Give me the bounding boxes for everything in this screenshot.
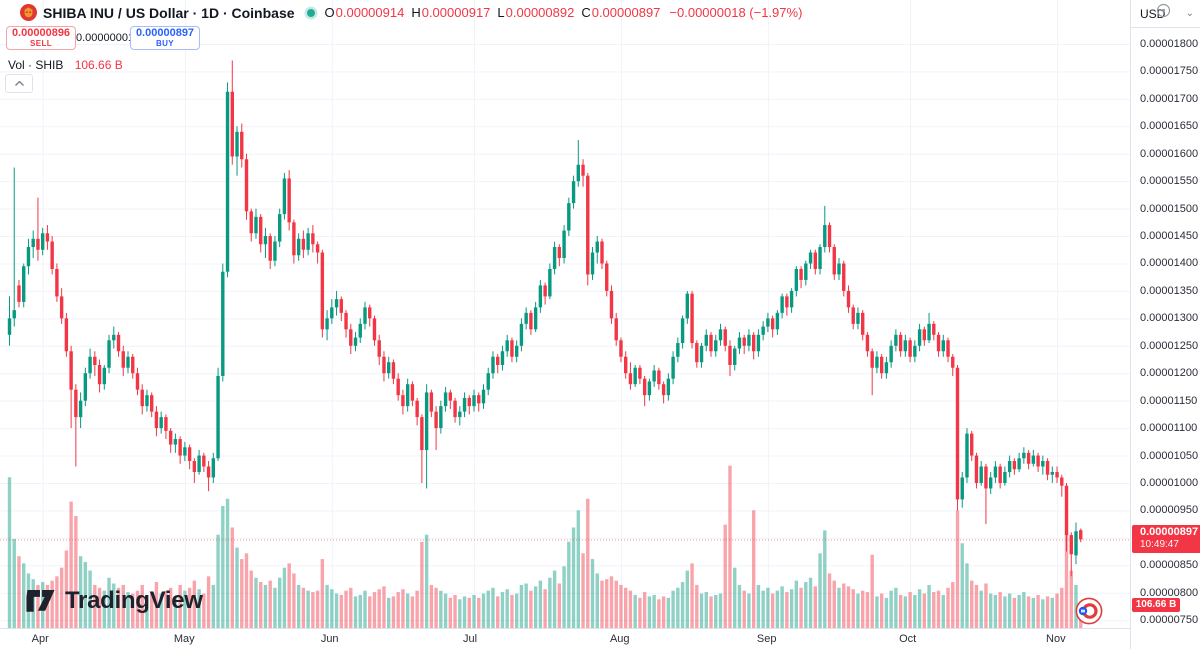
- price-tick: 0.00000950: [1140, 504, 1199, 517]
- change-value: −0.00000018 (−1.97%): [669, 5, 803, 20]
- high-value: 0.00000917: [421, 5, 491, 20]
- legend-collapse-button[interactable]: [5, 74, 33, 93]
- tradingview-logo-icon: [26, 589, 55, 612]
- ohlc-values: O 0.00000914 H 0.00000917 L 0.00000892 C 0.0…: [325, 5, 803, 20]
- open-label: O: [324, 5, 335, 20]
- spread-value: 0.00000001: [76, 32, 135, 44]
- price-tick: 0.00001100: [1140, 422, 1198, 435]
- currency-label: USD: [1140, 6, 1166, 21]
- price-tick: 0.00001350: [1140, 284, 1199, 297]
- open-value: 0.00000914: [335, 5, 405, 20]
- volume-legend[interactable]: Vol · SHIB 106.66 B: [8, 58, 123, 72]
- month-label: Apr: [31, 633, 49, 645]
- month-label: Oct: [899, 633, 917, 645]
- month-label: Nov: [1046, 633, 1066, 645]
- price-tick: 0.00001050: [1140, 449, 1199, 462]
- market-status-dot[interactable]: [306, 8, 315, 17]
- close-value: 0.00000897: [591, 5, 661, 20]
- month-label: May: [173, 633, 195, 645]
- price-tick: 0.00001750: [1140, 65, 1199, 78]
- price-axis[interactable]: USD ⌄ 0.00001800 0.00001750 0.00001700 0.00…: [1130, 0, 1200, 649]
- price-tick: 0.00001450: [1140, 230, 1199, 243]
- target-icon: [1156, 3, 1171, 18]
- buy-label: BUY: [155, 38, 175, 48]
- volume-badge: 106.66 B: [1132, 597, 1180, 612]
- volume-legend-value: 106.66 B: [74, 58, 123, 72]
- last-price-value: 0.00000897: [1140, 526, 1199, 539]
- buy-button[interactable]: 0.00000897 BUY: [130, 26, 200, 50]
- price-tick: 0.00001800: [1140, 38, 1199, 50]
- symbol-title[interactable]: SHIBA INU / US Dollar · 1D · Coinbase: [43, 4, 295, 21]
- price-tick: 0.00001000: [1140, 476, 1199, 489]
- bar-countdown: 10:49:47: [1140, 539, 1179, 551]
- last-price-badge: 0.00000897 10:49:47: [1132, 525, 1200, 554]
- price-tick: 0.00001650: [1140, 120, 1199, 133]
- close-label: C: [581, 5, 591, 20]
- price-tick: 0.00001400: [1140, 257, 1199, 270]
- chevron-down-icon: ⌄: [1185, 8, 1194, 19]
- tradingview-watermark-text: TradingView: [65, 587, 203, 614]
- month-label: Sep: [756, 633, 777, 645]
- price-tick: 0.00001700: [1140, 92, 1199, 105]
- price-tick: 0.00000800: [1140, 586, 1199, 599]
- low-label: L: [497, 5, 505, 20]
- price-tick: 0.00000750: [1140, 614, 1199, 627]
- price-tick: 0.00001500: [1140, 202, 1199, 215]
- price-tick: 0.00001150: [1140, 394, 1198, 407]
- shiba-coin-icon: [20, 4, 37, 21]
- price-tick: 0.00001550: [1140, 175, 1199, 188]
- month-label: Jun: [320, 633, 339, 645]
- chevron-up-icon: [14, 81, 24, 86]
- scroll-to-realtime-button[interactable]: [1155, 2, 1172, 19]
- time-axis[interactable]: Apr May Jun Jul Aug Sep Oct Nov: [0, 628, 1200, 650]
- month-label: Aug: [609, 633, 630, 645]
- symbol-pair-logo: [1075, 597, 1103, 625]
- price-tick: 0.00001200: [1140, 367, 1199, 380]
- price-tick: 0.00001300: [1140, 312, 1199, 325]
- low-value: 0.00000892: [505, 5, 575, 20]
- price-tick: 0.00000850: [1140, 559, 1199, 572]
- high-label: H: [411, 5, 421, 20]
- tradingview-watermark: TradingView: [26, 587, 203, 615]
- currency-selector[interactable]: USD ⌄: [1131, 0, 1200, 28]
- candlestick-chart[interactable]: [0, 0, 1130, 628]
- price-tick: 0.00001600: [1140, 147, 1199, 160]
- buy-price: 0.00000897: [135, 27, 195, 40]
- month-label: Jul: [463, 633, 478, 645]
- volume-legend-label: Vol · SHIB: [8, 58, 64, 72]
- sell-price: 0.00000896: [11, 27, 71, 40]
- sell-label: SELL: [29, 38, 53, 48]
- price-tick: 0.00001250: [1140, 339, 1199, 352]
- order-panel: 0.00000896 SELL 0.00000001 0.00000897 BU…: [6, 26, 200, 50]
- sell-button[interactable]: 0.00000896 SELL: [6, 26, 76, 50]
